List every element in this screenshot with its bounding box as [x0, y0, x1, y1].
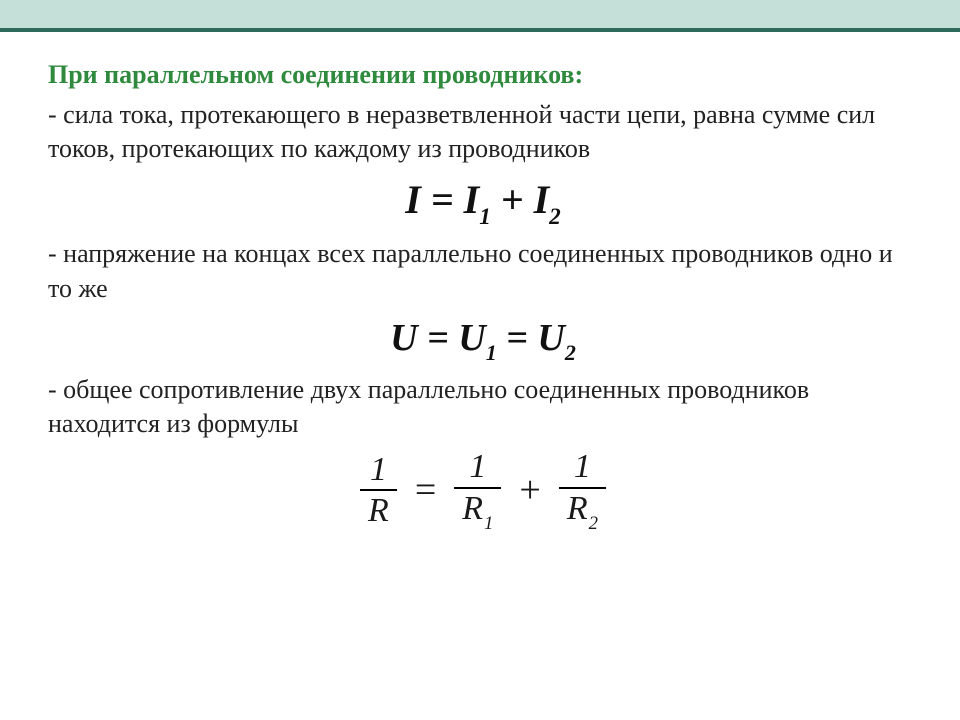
denominator: R1: [454, 491, 501, 531]
var-I: I: [405, 177, 421, 222]
paragraph-2: - напряжение на концах всех параллельно …: [48, 237, 918, 306]
var-U: U: [390, 317, 417, 359]
formula-voltage: U = U1 = U2: [48, 316, 918, 365]
formula-current: I = I1 + I2: [48, 176, 918, 229]
plus-sign: +: [491, 177, 534, 222]
paragraph-1: - сила тока, протекающего в неразветвлен…: [48, 98, 918, 167]
numerator: 1: [461, 449, 494, 485]
fraction-1-over-R2: 1 R2: [559, 449, 606, 531]
var-I2: I: [534, 177, 550, 222]
var-U2: U: [537, 317, 564, 359]
var-U1: U: [458, 317, 485, 359]
sub-2: 2: [565, 340, 576, 365]
denominator: R: [360, 493, 397, 529]
var-I1: I: [464, 177, 480, 222]
fraction-bar: [454, 487, 501, 489]
formula-resistance: 1 R = 1 R1 + 1 R2: [48, 449, 918, 531]
denominator: R2: [559, 491, 606, 531]
sub-1: 1: [486, 340, 497, 365]
eq-sign: =: [415, 468, 436, 512]
sub-1: 1: [479, 204, 491, 230]
var-R: R: [462, 490, 483, 527]
sub-2: 2: [549, 204, 561, 230]
sub-2: 2: [589, 513, 598, 534]
paragraph-3: - общее сопротивление двух параллельно с…: [48, 373, 918, 442]
fraction-1-over-R1: 1 R1: [454, 449, 501, 531]
eq-sign-1: =: [418, 317, 459, 359]
slide-title: При параллельном соединении проводников:: [48, 58, 918, 92]
eq-sign-2: =: [497, 317, 538, 359]
numerator: 1: [566, 449, 599, 485]
fraction-1-over-R: 1 R: [360, 452, 397, 529]
plus-sign: +: [519, 468, 540, 512]
slide-content: При параллельном соединении проводников:…: [48, 58, 918, 531]
header-accent-bar: [0, 0, 960, 28]
fraction-bar: [360, 489, 397, 491]
fraction-bar: [559, 487, 606, 489]
var-R: R: [567, 490, 588, 527]
eq-sign: =: [421, 177, 464, 222]
numerator: 1: [362, 452, 395, 488]
sub-1: 1: [484, 513, 493, 534]
